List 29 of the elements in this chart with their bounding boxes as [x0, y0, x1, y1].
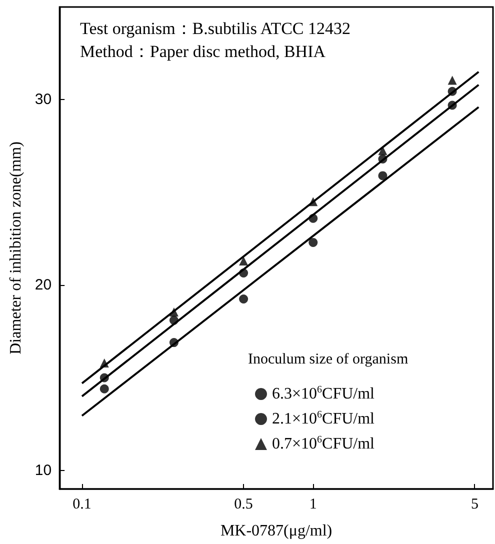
annotation: Method：Paper disc method, BHIA	[80, 42, 326, 61]
x-tick-label: 0.5	[234, 496, 253, 512]
annotation: Test organism：B.subtilis ATCC 12432	[80, 19, 351, 38]
x-tick-label: 0.1	[72, 496, 92, 512]
point	[239, 294, 248, 304]
point	[378, 154, 388, 164]
x-tick-label: 5	[470, 496, 478, 512]
point	[169, 316, 178, 325]
point	[378, 171, 388, 180]
y-tick-label: 10	[34, 462, 52, 479]
point	[100, 384, 109, 394]
point	[308, 214, 318, 223]
legend-title: Inoculum size of organism	[248, 352, 408, 368]
point	[308, 238, 318, 247]
y-axis-title: Diameter of inhibition zone(mm)	[8, 142, 24, 354]
point	[448, 100, 457, 110]
point	[448, 76, 457, 85]
point	[239, 256, 248, 266]
x-tick-label: 1	[309, 496, 317, 512]
point	[169, 307, 178, 316]
point	[100, 358, 109, 368]
y-tick-label: 20	[34, 276, 52, 294]
y-tick-label: 30	[34, 91, 52, 108]
x-axis-title: MK-0787(μg/ml)	[220, 522, 332, 540]
point	[448, 86, 457, 96]
point	[169, 338, 178, 348]
point	[308, 197, 318, 206]
point	[100, 373, 109, 382]
point	[239, 268, 248, 278]
